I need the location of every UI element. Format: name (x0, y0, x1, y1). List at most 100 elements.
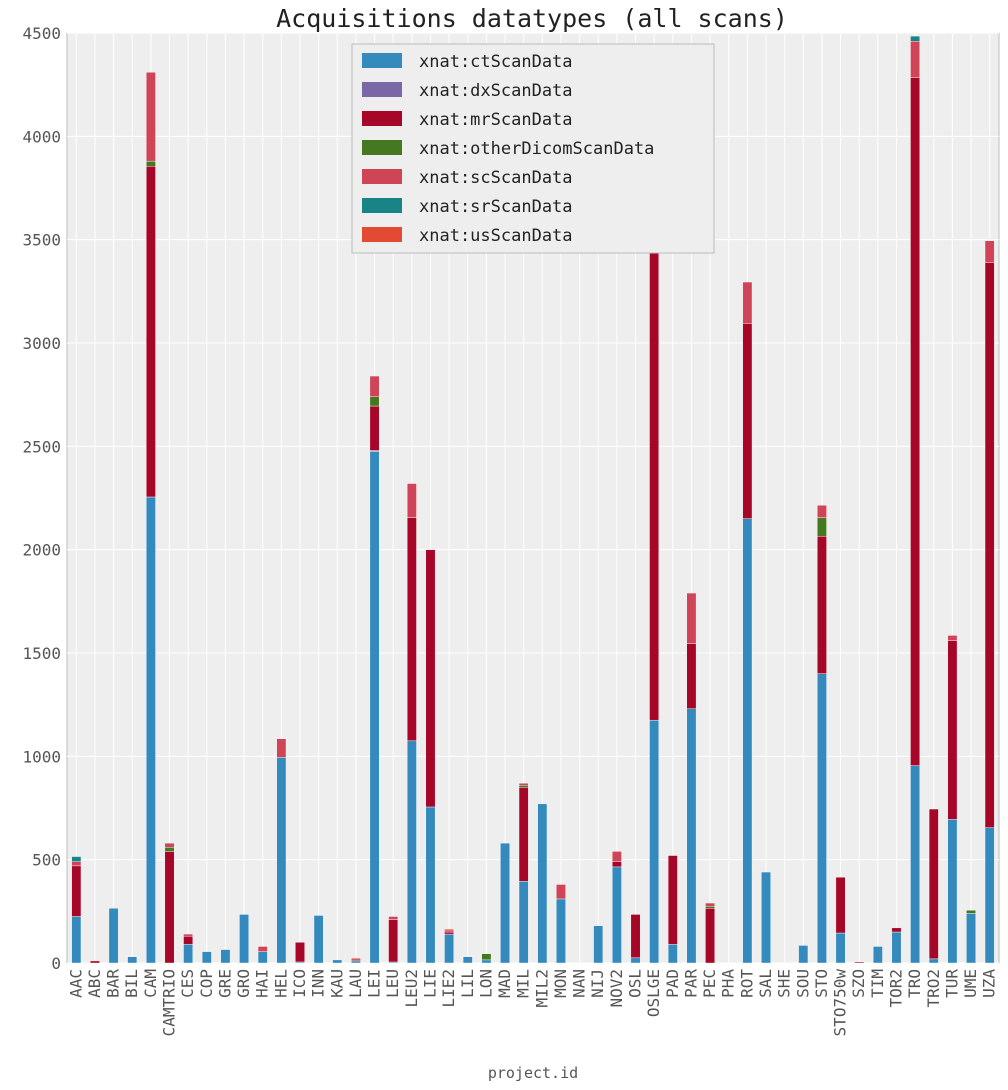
bar-segment-HAI-scScanData (257, 946, 268, 952)
bar-segment-SOU-ctScanData (798, 945, 809, 964)
bar-segment-PEC-scScanData (705, 902, 715, 907)
bar-segment-TRO-mrScanData (910, 77, 920, 766)
bar-segment-STO-otherDicomScanData (817, 517, 827, 537)
bar-segment-STO-ctScanData (817, 673, 827, 964)
x-tick-label: SZO (849, 969, 868, 998)
y-tick-label: 3000 (22, 334, 61, 353)
bar-segment-UME-ctScanData (966, 913, 976, 964)
bar-segment-UZA-ctScanData (984, 827, 995, 964)
bar-segment-LEI-scScanData (369, 375, 380, 397)
y-tick-label: 2500 (22, 437, 61, 456)
x-tick-label: COP (197, 969, 216, 998)
bar-segment-SAL-ctScanData (761, 871, 771, 964)
bar-segment-LON-ctScanData (481, 959, 492, 964)
bar-segment-ROT-mrScanData (742, 323, 753, 519)
bar-segment-TRO-ctScanData (910, 765, 920, 964)
x-tick-label: ABC (85, 969, 104, 998)
y-tick-label: 4500 (22, 24, 61, 43)
y-axis-ticks: 0 500 1000 1500 2000 2500 3000 3500 4000 4500 (22, 24, 61, 973)
x-tick-label: SOU (793, 969, 812, 998)
x-tick-label: OSLGE (644, 969, 663, 1017)
x-tick-label: BIL (122, 969, 141, 998)
x-tick-label: SAL (756, 969, 775, 998)
bar-segment-GRE-ctScanData (220, 949, 231, 964)
x-tick-label: NAN (570, 969, 589, 998)
bar-segment-CAMTRIO-mrScanData (164, 851, 175, 964)
x-tick-label: LIE2 (439, 969, 458, 1008)
legend-box (351, 43, 715, 254)
bar-segment-OSLGE-ctScanData (649, 719, 660, 964)
bar-segment-MIL-mrScanData (518, 787, 529, 882)
bar-series (71, 35, 995, 964)
y-tick-label: 1500 (22, 644, 61, 663)
bar-segment-TRO-srScanData (910, 35, 920, 42)
bar-segment-LIL-ctScanData (462, 956, 473, 964)
x-tick-label: MIL (514, 969, 533, 998)
bar-segment-ROT-scScanData (742, 281, 753, 324)
bar-segment-TUR-mrScanData (947, 640, 958, 820)
bar-segment-TUR-ctScanData (947, 819, 958, 964)
y-tick-label: 0 (51, 954, 61, 973)
bar-segment-PAD-mrScanData (667, 855, 678, 945)
bar-segment-LEU2-scScanData (406, 483, 417, 518)
x-tick-label: LEU2 (402, 969, 421, 1008)
bar-segment-LEU-mrScanData (388, 919, 399, 963)
legend-swatch (362, 227, 402, 242)
bar-segment-CES-scScanData (183, 933, 194, 937)
bar-segment-ROT-ctScanData (742, 518, 753, 964)
bar-segment-MIL-scScanData (518, 783, 529, 786)
bar-segment-HEL-ctScanData (276, 757, 287, 964)
bar-segment-AAC-ctScanData (71, 916, 82, 964)
x-tick-label: STO (812, 969, 831, 998)
bar-segment-PEC-otherDicomScanData (705, 905, 715, 909)
bar-segment-CAM-ctScanData (146, 496, 156, 964)
y-tick-label: 4000 (22, 127, 61, 146)
x-tick-label: PEC (700, 969, 719, 998)
bar-segment-LEU2-ctScanData (406, 740, 417, 964)
x-tick-label: SHE (775, 969, 794, 998)
chart-title: Acquisitions datatypes (all scans) (276, 4, 788, 33)
bar-segment-OSLGE-mrScanData (649, 249, 660, 721)
bar-segment-MON-scScanData (556, 884, 566, 900)
bar-segment-SZO-mrScanData (854, 961, 865, 964)
bar-segment-NOV2-mrScanData (612, 861, 622, 868)
x-tick-label: MON (551, 969, 570, 998)
x-tick-label: TRO2 (924, 969, 943, 1008)
bar-segment-UZA-mrScanData (984, 262, 995, 828)
bar-segment-LAU-usScanData (351, 957, 361, 960)
bar-segment-COP-ctScanData (201, 951, 212, 964)
bar-segment-LEI-mrScanData (369, 405, 380, 451)
bar-segment-MON-ctScanData (556, 898, 566, 964)
bar-segment-MAD-ctScanData (500, 842, 510, 964)
bar-segment-TRO2-mrScanData (928, 808, 939, 960)
bar-segment-LAU-scScanData (351, 958, 361, 962)
x-tick-label: PAR (681, 969, 700, 998)
bar-segment-LIE2-mrScanData (444, 931, 454, 935)
x-tick-label: NIJ (588, 969, 607, 998)
bar-segment-NOV2-scScanData (612, 851, 622, 862)
legend-label: xnat:dxScanData (419, 81, 573, 101)
y-tick-label: 1000 (22, 747, 61, 766)
bar-segment-INN-ctScanData (313, 915, 324, 964)
bar-segment-LEU2-mrScanData (406, 517, 417, 742)
bar-segment-CAM-otherDicomScanData (146, 160, 156, 167)
bar-segment-ABC-mrScanData (90, 960, 100, 964)
bar-segment-UZA-scScanData (984, 240, 995, 263)
bar-segment-TIM-ctScanData (872, 946, 883, 964)
bar-segment-UME-otherDicomScanData (966, 910, 976, 914)
bar-segment-MIL-otherDicomScanData (518, 785, 529, 788)
bar-segment-HAI-ctScanData (257, 951, 268, 964)
x-tick-label: TIM (868, 969, 887, 998)
x-tick-label: GRE (215, 969, 234, 998)
bar-segment-CES-ctScanData (183, 944, 194, 964)
x-tick-label: MIL2 (532, 969, 551, 1008)
bar-segment-PAR-scScanData (686, 592, 697, 644)
legend-label: xnat:mrScanData (419, 110, 573, 130)
bar-segment-LEU-scScanData (388, 916, 399, 920)
x-tick-label: HEL (271, 969, 290, 998)
legend-label: xnat:scScanData (419, 168, 573, 188)
x-tick-label: OSL (626, 969, 645, 998)
bar-segment-LIE-ctScanData (425, 806, 436, 964)
bar-segment-CAMTRIO-scScanData (164, 842, 175, 848)
bar-segment-OSL-ctScanData (630, 957, 641, 964)
